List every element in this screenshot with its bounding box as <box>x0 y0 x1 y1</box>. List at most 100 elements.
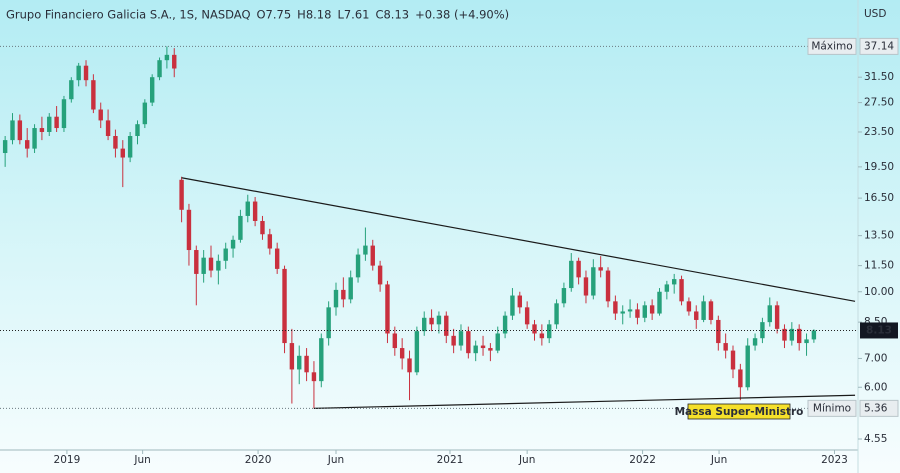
candle-body <box>319 338 324 382</box>
chart-title: Grupo Financiero Galicia S.A., 1S, NASDA… <box>6 8 251 22</box>
candle-body <box>179 179 184 210</box>
candle-body <box>267 234 273 249</box>
candle-body <box>561 288 567 304</box>
x-tick-label: Jun <box>327 454 344 466</box>
candle-body <box>488 348 493 351</box>
candle-body <box>238 215 243 240</box>
candle-body <box>407 358 412 373</box>
candle-body <box>767 305 772 323</box>
price-name: Máximo <box>811 40 852 52</box>
price-value-box <box>859 399 899 417</box>
candle-body <box>789 328 795 341</box>
candle-body <box>83 65 89 81</box>
candle-body <box>539 333 545 339</box>
candle-body <box>127 136 133 158</box>
candle-body <box>730 350 736 370</box>
candle-body <box>392 333 398 349</box>
candle-body <box>355 254 361 278</box>
candle-body <box>649 305 655 314</box>
price-name-box <box>807 37 857 55</box>
candle-body <box>201 257 206 274</box>
candle-body <box>135 124 140 137</box>
y-tick-label: 16.50 <box>864 192 894 204</box>
candle-body <box>326 307 331 339</box>
candle-body <box>333 289 339 308</box>
y-tick-label: 11.50 <box>864 260 894 272</box>
candle-body <box>194 250 199 274</box>
candle-body <box>252 201 258 221</box>
candle-body <box>811 330 817 340</box>
candle-body <box>149 77 155 103</box>
candle-body <box>54 116 59 129</box>
x-tick-label: 2019 <box>54 454 81 466</box>
candle-body <box>473 345 478 354</box>
candle-body <box>716 319 721 344</box>
candle-body <box>782 328 787 341</box>
candle-body <box>664 284 670 292</box>
candle-body <box>10 120 15 141</box>
y-tick-label: 19.50 <box>864 161 894 173</box>
ohlc-value: H8.18 <box>297 8 331 22</box>
candle-body <box>142 102 148 125</box>
ohlc-value: C8.13 <box>375 8 409 22</box>
candle-body <box>671 279 677 285</box>
candle-body <box>804 339 809 344</box>
candle-body <box>377 265 383 285</box>
candle-body <box>223 248 228 261</box>
y-tick-label: 10.00 <box>864 286 894 298</box>
candle-body <box>745 345 750 388</box>
candle-body <box>208 257 214 271</box>
candle-body <box>635 309 640 318</box>
y-tick-label: 6.00 <box>864 381 887 393</box>
candle-body <box>458 331 464 346</box>
candle-body <box>363 245 368 255</box>
candle-body <box>436 315 442 325</box>
candle-body <box>91 80 96 110</box>
x-tick-label: 2023 <box>821 454 848 466</box>
candle-body <box>76 65 81 81</box>
candle-body <box>260 220 265 235</box>
candle-body <box>311 372 317 382</box>
candle-body <box>554 303 559 325</box>
candle-body <box>385 284 390 334</box>
candle-body <box>230 239 236 249</box>
candle-body <box>422 317 427 332</box>
y-tick-label: 31.50 <box>864 71 894 83</box>
candle-body <box>172 54 177 69</box>
trendline <box>313 394 856 409</box>
candle-body <box>282 268 287 344</box>
candle-body <box>738 369 743 388</box>
candle-body <box>723 343 728 351</box>
candle-body <box>98 109 103 121</box>
x-tick-label: 2022 <box>629 454 656 466</box>
candle-body <box>569 260 574 289</box>
candle-body <box>480 345 486 349</box>
candle-body <box>429 317 434 325</box>
y-tick-label: 13.50 <box>864 230 894 242</box>
ohlc-value: +0.38 (+4.90%) <box>415 8 509 22</box>
candle-body <box>502 315 508 334</box>
candle-body <box>113 136 118 149</box>
x-tick-label: Jun <box>133 454 150 466</box>
candle-body <box>157 60 162 78</box>
candle-body <box>605 270 611 302</box>
x-tick-label: 2020 <box>245 454 272 466</box>
ohlc-value: L7.61 <box>337 8 369 22</box>
candle-body <box>598 267 603 271</box>
candle-body <box>120 148 125 158</box>
candle-body <box>47 116 52 132</box>
candle-body <box>576 260 581 278</box>
candle-body <box>495 333 500 351</box>
candle-body <box>796 328 802 344</box>
candle-body <box>164 54 170 61</box>
candle-body <box>32 128 37 149</box>
candle-body <box>17 120 23 141</box>
candle-body <box>186 209 192 251</box>
candle-body <box>39 128 45 132</box>
candle-body <box>591 267 596 296</box>
candle-body <box>686 301 692 312</box>
candle-body <box>708 301 714 320</box>
candle-body <box>752 338 758 346</box>
